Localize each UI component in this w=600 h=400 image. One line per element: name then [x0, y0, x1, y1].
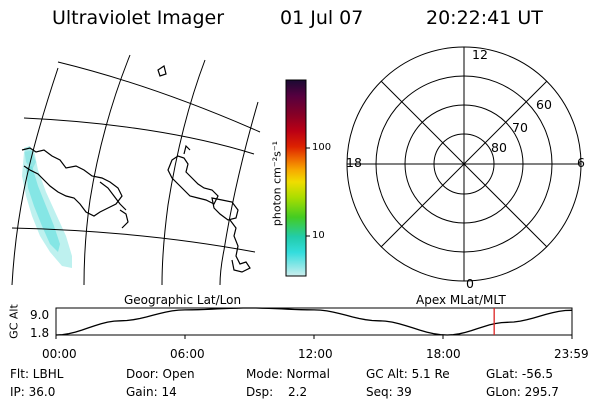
polar-ring-70	[404, 104, 524, 224]
altitude-ytick-1-8: 1.8	[30, 326, 50, 340]
uv-emission-patch	[22, 146, 72, 268]
status-mode: Mode: Normal	[246, 367, 330, 381]
status-glat: GLat: -56.5	[486, 367, 553, 381]
status-seq: Seq: 39	[366, 385, 412, 399]
colorbar-unit-label: photon cm⁻²s⁻¹	[270, 140, 284, 227]
mlat-label-80: 80	[491, 140, 507, 155]
altitude-xtick-1200: 12:00	[298, 347, 333, 361]
altitude-xtick-1800: 18:00	[426, 347, 461, 361]
altitude-ytick-9: 9.0	[30, 308, 50, 322]
mlat-label-60: 60	[536, 97, 552, 112]
altitude-ylabel: GC Alt	[7, 304, 21, 339]
mlt-label-18: 18	[346, 155, 362, 170]
mlat-label-70: 70	[512, 120, 528, 135]
mlt-label-0: 0	[466, 276, 474, 291]
colorbar-tick-10: 10	[312, 230, 325, 241]
time-label: 20:22:41 UT	[426, 7, 543, 29]
mlt-label-6: 6	[577, 155, 585, 170]
date-label: 01 Jul 07	[280, 7, 364, 29]
mlt-label-12: 12	[472, 47, 488, 62]
altitude-plot-frame	[55, 307, 573, 336]
status-gain: Gain: 14	[126, 385, 177, 399]
altitude-series-line	[55, 307, 572, 336]
map-graticule	[11, 54, 261, 286]
altitude-xtick-0600: 06:00	[170, 347, 205, 361]
altitude-xtick-2359: 23:59	[554, 347, 589, 361]
status-gc-alt: GC Alt: 5.1 Re	[366, 367, 450, 381]
status-door: Door: Open	[126, 367, 195, 381]
altitude-xtick-0000: 00:00	[42, 347, 77, 361]
status-ip: IP: 36.0	[10, 385, 56, 399]
polar-diagonal-2	[380, 80, 548, 248]
coastlines	[21, 65, 251, 273]
status-dsp-label: Dsp:	[246, 385, 274, 399]
status-dsp-value: 2.2	[288, 385, 308, 399]
geo-map-label: Geographic Lat/Lon	[124, 293, 242, 307]
colorbar-tick-100: 100	[312, 142, 332, 153]
polar-ring-outer	[346, 46, 582, 282]
instrument-title: Ultraviolet Imager	[52, 7, 225, 29]
polar-ring-80	[433, 133, 495, 195]
polar-ring-60	[375, 75, 553, 253]
status-filter: Flt: LBHL	[10, 367, 64, 381]
status-glon: GLon: 295.7	[486, 385, 559, 399]
polar-diagonal-1	[380, 80, 548, 248]
polar-plot-label: Apex MLat/MLT	[416, 293, 506, 307]
